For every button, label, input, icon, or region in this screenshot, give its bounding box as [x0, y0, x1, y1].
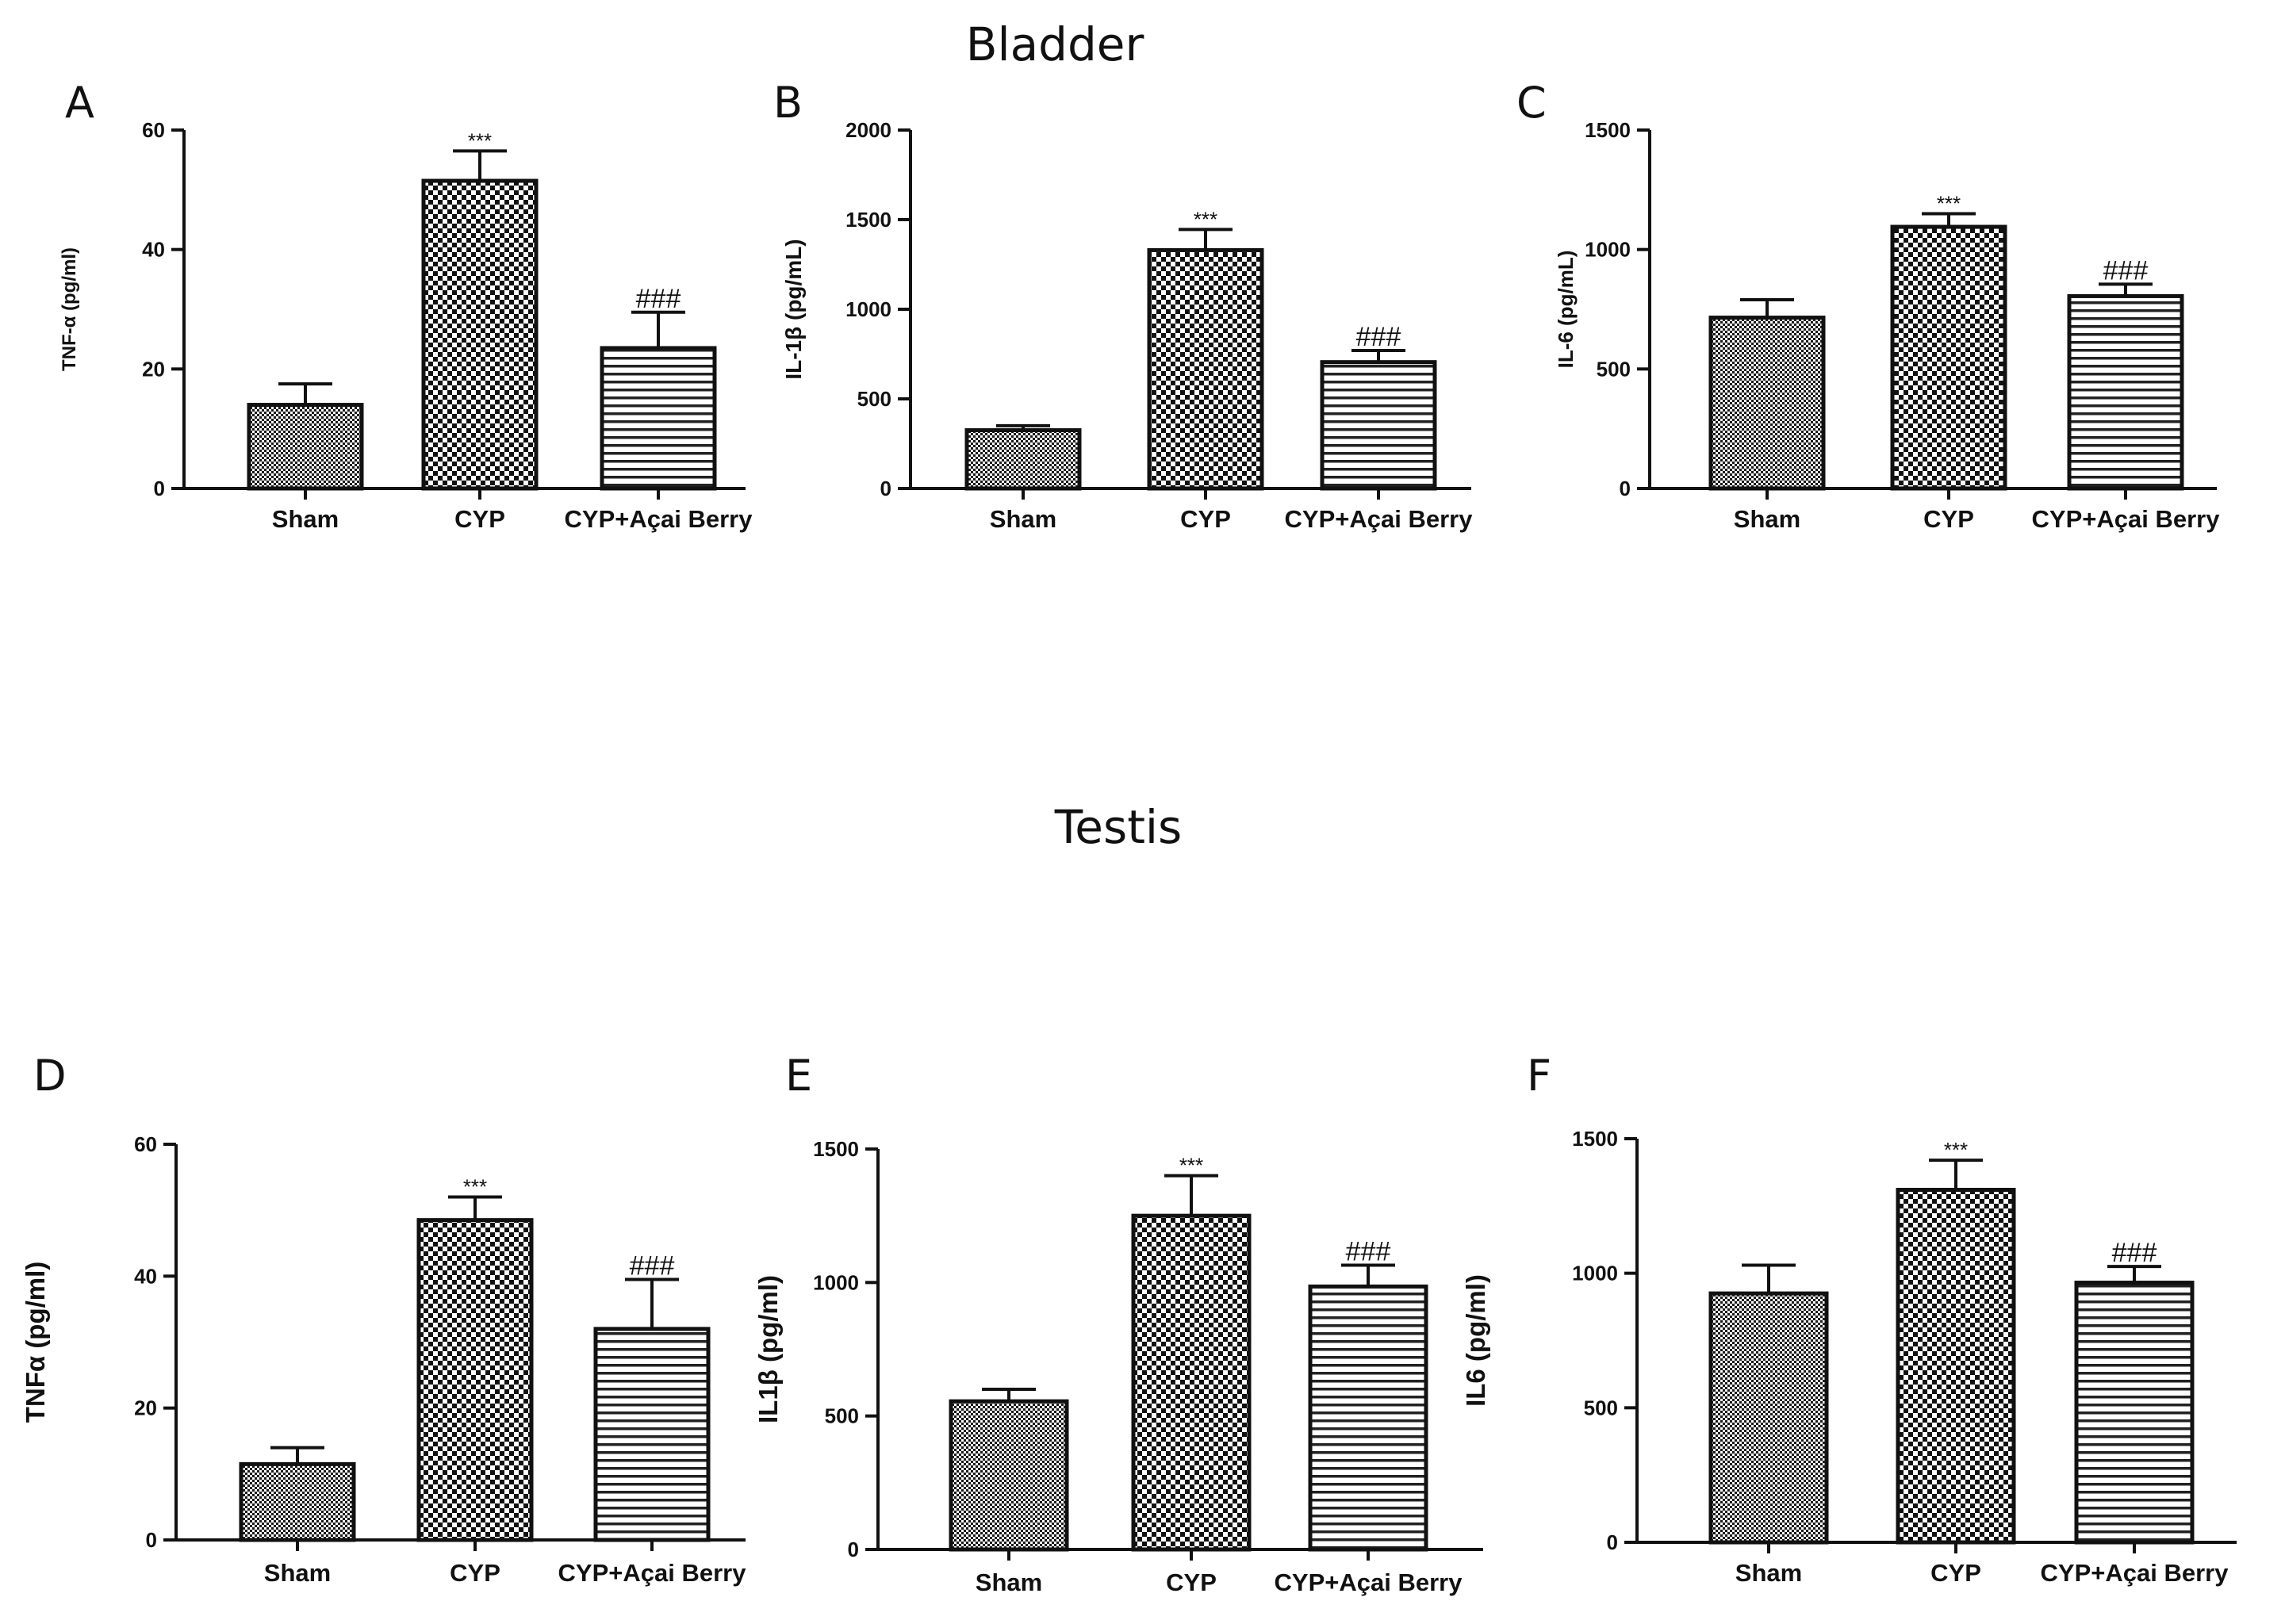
- y-tick-label-e: 0: [848, 1538, 859, 1561]
- bar-a-0: [247, 403, 364, 491]
- y-axis-label-b: IL-1β (pg/mL): [781, 239, 806, 379]
- y-tick-label-b: 1500: [845, 208, 891, 232]
- significance-label-b-2: ###: [1356, 322, 1401, 352]
- bar-e-1: [1131, 1213, 1252, 1552]
- y-tick-label-d: 20: [134, 1396, 157, 1420]
- bar-b-2: [1320, 360, 1437, 491]
- y-tick-label-c: 0: [1620, 477, 1631, 500]
- category-label-f-1: CYP: [1930, 1559, 1981, 1587]
- y-axis-label-f: IL6 (pg/ml): [1461, 1274, 1490, 1407]
- significance-label-f-1: ***: [1944, 1138, 1968, 1162]
- panel-letter-e: E: [785, 1051, 812, 1101]
- panel-a: A 0 20 40 60 TNF-α (pg/ml) Sham CYP *** CYP+Açai …: [59, 78, 753, 533]
- panel-d: D 0 20 40 60 TNFα (pg/ml) Sham CYP *** CYP+Açai B…: [21, 1051, 746, 1587]
- y-tick-label-f: 0: [1607, 1530, 1618, 1554]
- significance-label-b-1: ***: [1194, 207, 1217, 231]
- y-axis-label-d: TNFα (pg/ml): [21, 1262, 50, 1423]
- panel-c: C 0 500 1000 1500 IL-6 (pg/mL) Sham CYP *** CYP+A…: [1516, 78, 2220, 533]
- bar-c-2: [2067, 293, 2184, 491]
- bar-d-2: [593, 1327, 711, 1542]
- panel-letter-a: A: [65, 78, 94, 128]
- y-tick-label-d: 0: [146, 1528, 157, 1552]
- category-label-f-0: Sham: [1735, 1559, 1802, 1587]
- section-title-bladder: Bladder: [966, 17, 1144, 71]
- category-label-a-1: CYP: [454, 505, 505, 533]
- significance-label-d-2: ###: [630, 1251, 675, 1281]
- y-tick-label-e: 500: [825, 1404, 859, 1428]
- significance-label-c-1: ***: [1937, 191, 1961, 215]
- category-label-b-1: CYP: [1180, 505, 1231, 533]
- category-label-f-2: CYP+Açai Berry: [2041, 1559, 2229, 1587]
- category-label-c-2: CYP+Açai Berry: [2032, 505, 2221, 533]
- bar-e-2: [1308, 1284, 1428, 1552]
- category-label-b-2: CYP+Açai Berry: [1285, 505, 1474, 533]
- y-tick-label-c: 1500: [1585, 118, 1631, 142]
- bar-b-1: [1147, 247, 1264, 491]
- bar-f-2: [2074, 1281, 2195, 1545]
- bar-c-1: [1890, 224, 2007, 491]
- significance-label-f-2: ###: [2112, 1238, 2157, 1268]
- y-tick-label-b: 500: [857, 387, 891, 411]
- chart-panels: A 0 20 40 60 TNF-α (pg/ml) Sham CYP *** CYP+Açai …: [21, 78, 2237, 1596]
- significance-label-a-1: ***: [468, 128, 492, 152]
- panel-letter-f: F: [1527, 1051, 1551, 1101]
- panel-letter-d: D: [33, 1051, 67, 1101]
- category-label-b-0: Sham: [990, 505, 1056, 533]
- y-tick-label-c: 1000: [1585, 238, 1631, 262]
- bar-d-0: [239, 1461, 356, 1542]
- y-tick-label-f: 1500: [1572, 1127, 1618, 1151]
- panel-letter-b: B: [773, 78, 803, 128]
- category-label-a-0: Sham: [272, 505, 339, 533]
- y-tick-label-d: 40: [134, 1264, 157, 1288]
- significance-label-d-1: ***: [463, 1175, 487, 1199]
- panel-letter-c: C: [1516, 78, 1547, 128]
- category-label-d-2: CYP+Açai Berry: [558, 1559, 747, 1587]
- panel-f: F 0 500 1000 1500 IL6 (pg/ml) Sham CYP *** CYP+Aç…: [1461, 1051, 2237, 1587]
- significance-label-a-2: ###: [636, 284, 681, 314]
- y-axis-label-e: IL1β (pg/ml): [753, 1275, 783, 1423]
- category-label-d-1: CYP: [450, 1559, 500, 1587]
- category-label-d-0: Sham: [264, 1559, 331, 1587]
- significance-label-c-2: ###: [2103, 255, 2149, 285]
- bar-a-2: [600, 346, 717, 491]
- bar-b-0: [964, 428, 1082, 491]
- panel-e: E 0 500 1000 1500 IL1β (pg/ml) Sham CYP *** CYP+A…: [753, 1051, 1483, 1596]
- category-label-c-0: Sham: [1734, 505, 1800, 533]
- y-tick-label-c: 500: [1597, 357, 1631, 381]
- y-tick-label-b: 0: [880, 477, 891, 500]
- bar-e-0: [949, 1399, 1069, 1552]
- y-tick-label-d: 60: [134, 1132, 157, 1156]
- category-label-c-1: CYP: [1923, 505, 1974, 533]
- y-tick-label-a: 60: [142, 118, 165, 142]
- bar-a-1: [421, 178, 539, 491]
- y-tick-label-e: 1500: [813, 1137, 859, 1161]
- y-tick-label-b: 1000: [845, 297, 891, 321]
- significance-label-e-2: ###: [1346, 1236, 1391, 1266]
- panel-b: B 0 500 1000 1500 2000 IL-1β (pg/mL) Sham CYP ***…: [773, 78, 1473, 533]
- y-tick-label-a: 0: [154, 477, 165, 500]
- category-label-e-0: Sham: [976, 1568, 1042, 1596]
- y-tick-label-f: 1000: [1572, 1262, 1618, 1285]
- y-axis-label-a: TNF-α (pg/ml): [59, 247, 80, 371]
- bar-c-0: [1708, 316, 1826, 491]
- y-tick-label-f: 500: [1584, 1396, 1618, 1419]
- bar-d-1: [416, 1218, 534, 1542]
- bar-f-1: [1896, 1187, 2016, 1545]
- significance-label-e-1: ***: [1179, 1154, 1203, 1178]
- category-label-e-1: CYP: [1166, 1568, 1217, 1596]
- y-tick-label-a: 40: [142, 238, 165, 262]
- category-label-a-2: CYP+Açai Berry: [565, 505, 753, 533]
- y-tick-label-b: 2000: [845, 118, 891, 142]
- section-title-testis: Testis: [1054, 800, 1183, 854]
- bar-f-0: [1708, 1291, 1829, 1545]
- category-label-e-2: CYP+Açai Berry: [1275, 1568, 1463, 1596]
- y-tick-label-a: 20: [142, 357, 165, 381]
- y-axis-label-c: IL-6 (pg/mL): [1554, 251, 1578, 369]
- y-tick-label-e: 1000: [813, 1270, 859, 1294]
